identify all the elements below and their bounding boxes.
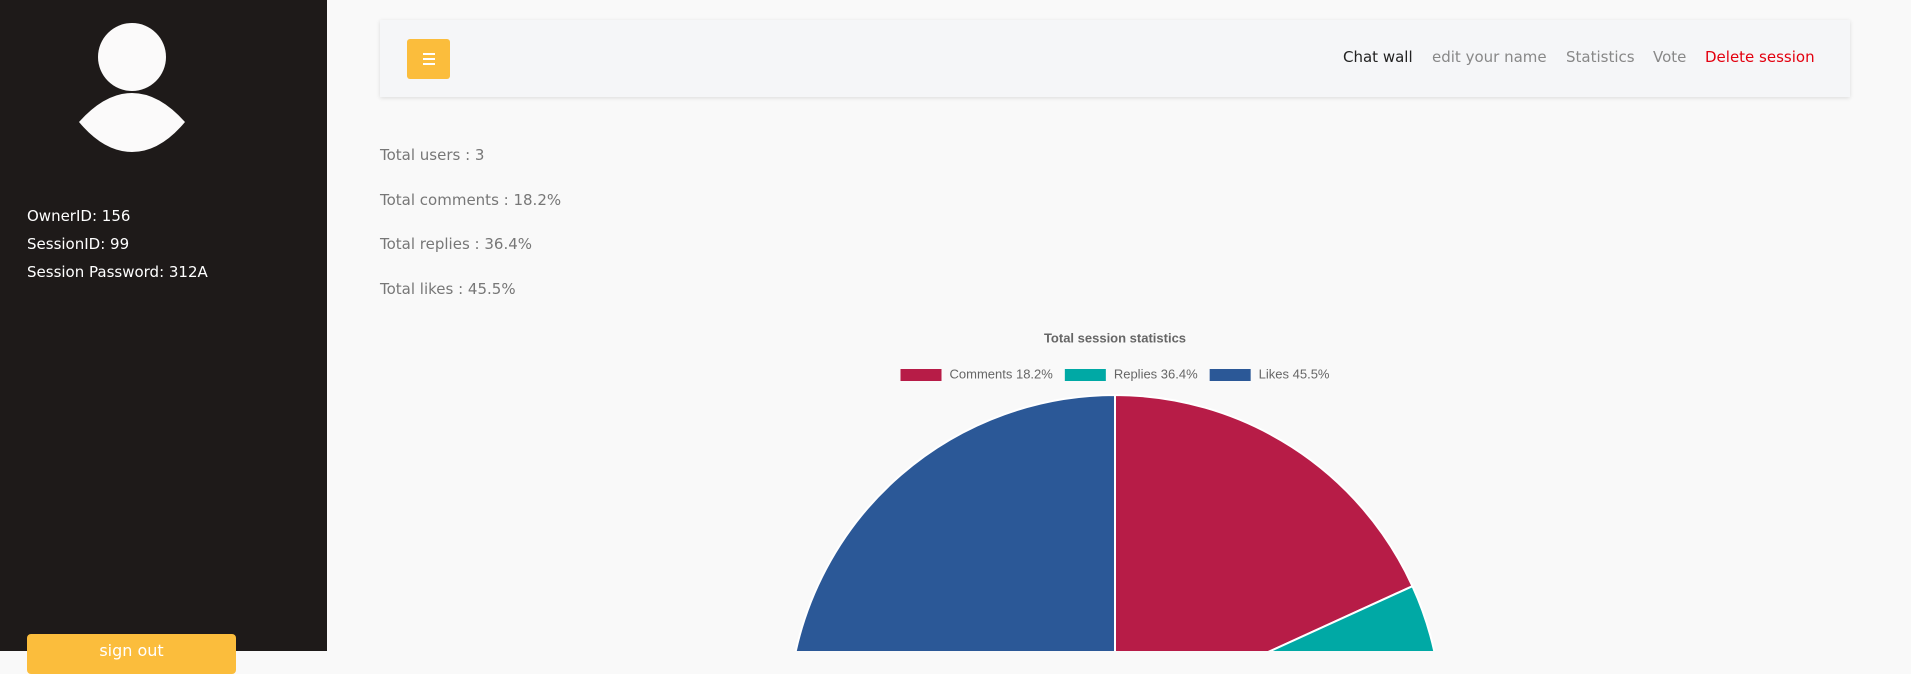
legend-label: Replies 36.4% xyxy=(1114,366,1198,381)
body: OwnerID: 156 SessionID: 99 Session Passw… xyxy=(0,0,1850,674)
legend-swatch xyxy=(1064,369,1106,381)
nav-link[interactable]: edit your name xyxy=(1432,48,1547,66)
legend-swatch xyxy=(1209,369,1251,381)
chart-title: Total session statistics xyxy=(1044,330,1186,345)
navbar: Chat wall edit your name Statistics Vote… xyxy=(380,20,1850,97)
pie-slice xyxy=(1268,584,1436,651)
stat: Total replies : 36.4% xyxy=(380,235,533,253)
owner-id: OwnerID: 156 xyxy=(27,207,131,225)
avatar xyxy=(79,23,185,152)
legend-label: Likes 45.5% xyxy=(1259,366,1330,381)
nav-link[interactable]: Statistics xyxy=(1566,48,1635,66)
session-id: SessionID: 99 xyxy=(27,235,130,253)
stat: Total users : 3 xyxy=(380,146,485,164)
legend-swatch xyxy=(900,369,942,381)
chart: Total session statistics Comments 18.2% R… xyxy=(794,330,1436,651)
nav-link[interactable]: Delete session xyxy=(1705,48,1815,66)
nav-link[interactable]: Chat wall xyxy=(1343,48,1413,66)
stat: Total comments : 18.2% xyxy=(380,191,562,209)
pie-slice xyxy=(794,393,1116,651)
legend-label: Comments 18.2% xyxy=(950,366,1054,381)
stat: Total likes : 45.5% xyxy=(380,280,516,298)
session-password: Session Password: 312A xyxy=(27,263,208,281)
nav-link[interactable]: Vote xyxy=(1653,48,1687,66)
menu-toggle[interactable] xyxy=(407,39,450,79)
pie-slice xyxy=(1114,393,1414,651)
page: {"sidebar": {"lines": ["OwnerID: 156", "… xyxy=(0,0,1850,674)
